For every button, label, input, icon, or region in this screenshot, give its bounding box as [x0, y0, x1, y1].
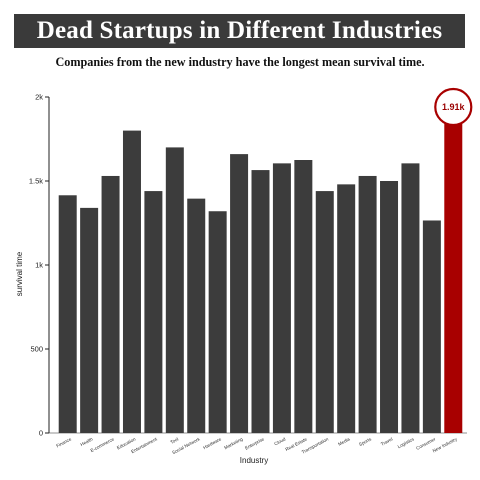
bar [294, 160, 313, 433]
x-tick-label: Sports [358, 436, 373, 447]
x-tick-label: Marketing [223, 436, 244, 450]
bar [101, 175, 120, 433]
x-tick-label: Media [337, 436, 351, 446]
x-tick-label: Travel [380, 436, 393, 446]
highlight-value-label: 1.91k [442, 102, 466, 112]
bar [401, 163, 420, 434]
bar [165, 147, 184, 433]
chart-subtitle: Companies from the new industry have the… [55, 55, 425, 69]
x-tick-label: Hardware [202, 436, 222, 450]
bar [80, 207, 99, 433]
y-tick-label: 0 [39, 429, 43, 438]
x-tick-label: Logistics [397, 436, 416, 449]
x-tick-label: E-commerce [90, 436, 116, 453]
x-tick-label: Enterprise [244, 436, 265, 450]
x-tick-label: Tool [169, 436, 179, 444]
y-tick-label: 1.5k [29, 177, 43, 186]
y-tick-label: 2k [35, 93, 43, 102]
x-tick-label: New Industry [432, 436, 459, 453]
y-axis-title: survival time [15, 251, 24, 296]
bar [358, 175, 377, 433]
bar [144, 191, 163, 433]
bar-highlight [444, 118, 463, 433]
bars: 1.91k [58, 87, 473, 434]
chart-title: Dead Startups in Different Industries [14, 14, 465, 48]
bar [208, 211, 227, 433]
x-tick-label: Finance [55, 436, 72, 448]
x-axis-title: Industry [240, 456, 268, 465]
bar [58, 195, 77, 433]
bar [315, 191, 334, 433]
bar [272, 163, 291, 434]
y-tick-label: 1k [35, 261, 43, 270]
bar [422, 220, 441, 433]
x-tick-label: Health [80, 436, 94, 447]
bar [230, 154, 249, 433]
bar [122, 130, 141, 433]
bar [251, 170, 270, 433]
bar [380, 181, 399, 433]
highlight-circle [434, 87, 473, 127]
bar [187, 198, 206, 433]
y-tick-label: 500 [30, 345, 43, 354]
x-tick-label: Cloud [273, 436, 286, 446]
bar [337, 184, 356, 433]
